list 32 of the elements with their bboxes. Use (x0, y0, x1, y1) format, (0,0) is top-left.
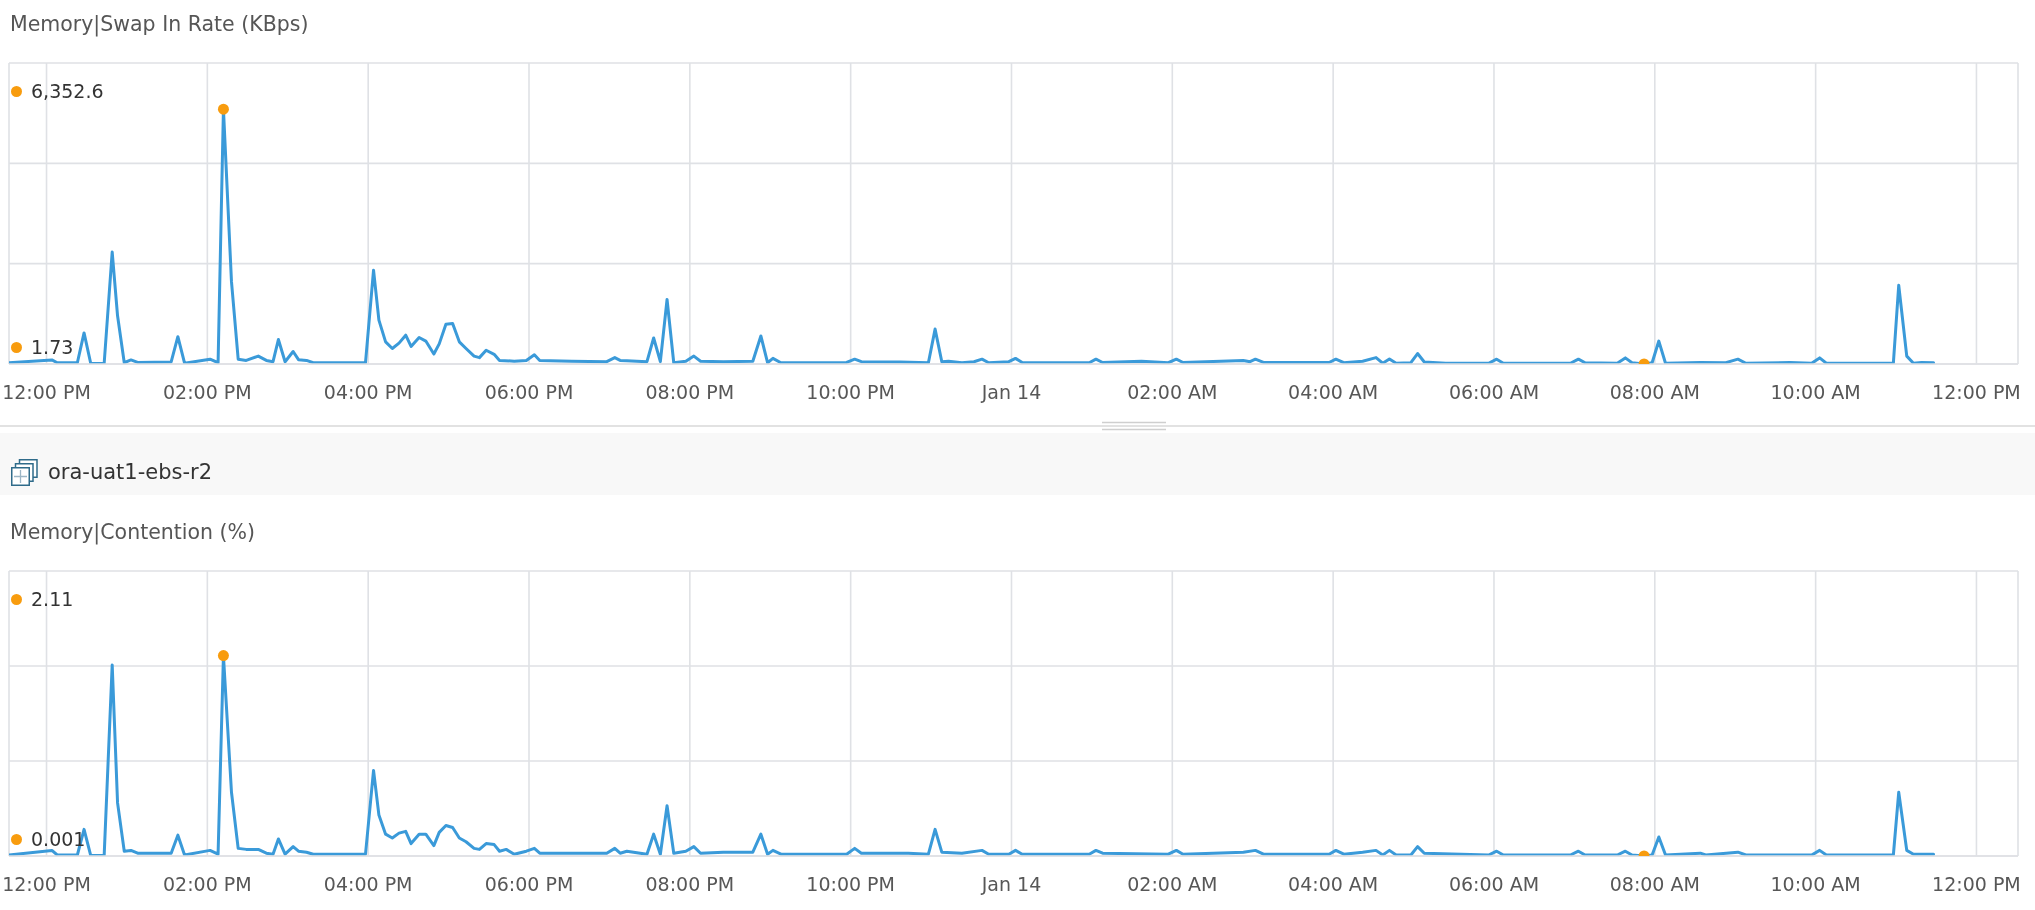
x-tick-label: 10:00 AM (1770, 381, 1861, 403)
x-tick-label: 08:00 PM (645, 873, 735, 895)
x-tick-label: 12:00 PM (2, 381, 91, 403)
x-tick-label: 12:00 PM (1932, 873, 2021, 895)
x-tick-label: 10:00 AM (1770, 873, 1861, 895)
x-tick-label: 08:00 AM (1609, 873, 1700, 895)
x-tick-label: 04:00 PM (323, 381, 413, 403)
x-tick-label: 06:00 AM (1448, 873, 1540, 895)
x-tick-label: Jan 14 (980, 873, 1042, 895)
x-tick-label: Jan 14 (980, 381, 1042, 403)
chart-subtitle: Memory|Contention (%) (10, 520, 256, 544)
chart-title: Memory|Swap In Rate (KBps) (10, 12, 309, 36)
x-tick-label: 08:00 PM (645, 381, 735, 403)
x-tick-label: 02:00 AM (1127, 381, 1218, 403)
x-tick-label: 06:00 AM (1448, 381, 1540, 403)
x-tick-label: 02:00 PM (163, 873, 252, 895)
x-tick-label: 08:00 AM (1609, 381, 1700, 403)
x-tick-label: 02:00 AM (1127, 873, 1218, 895)
x-tick-label: 04:00 PM (323, 873, 413, 895)
x-tick-label: 04:00 AM (1288, 381, 1379, 403)
x-tick-label: 04:00 AM (1288, 873, 1379, 895)
legend-label: 1.73 (31, 335, 74, 359)
legend-label: 2.11 (31, 587, 74, 611)
x-tick-label: 06:00 PM (484, 381, 574, 403)
x-tick-label: 12:00 PM (1932, 381, 2021, 403)
x-tick-label: 10:00 PM (806, 873, 895, 895)
legend-label: 6,352.6 (31, 79, 104, 103)
x-tick-label: 10:00 PM (806, 381, 895, 403)
chart-title: ora-uat1-ebs-r2 (48, 459, 213, 485)
x-tick-label: 12:00 PM (2, 873, 91, 895)
x-tick-label: 02:00 PM (163, 381, 252, 403)
x-tick-label: 06:00 PM (484, 873, 574, 895)
